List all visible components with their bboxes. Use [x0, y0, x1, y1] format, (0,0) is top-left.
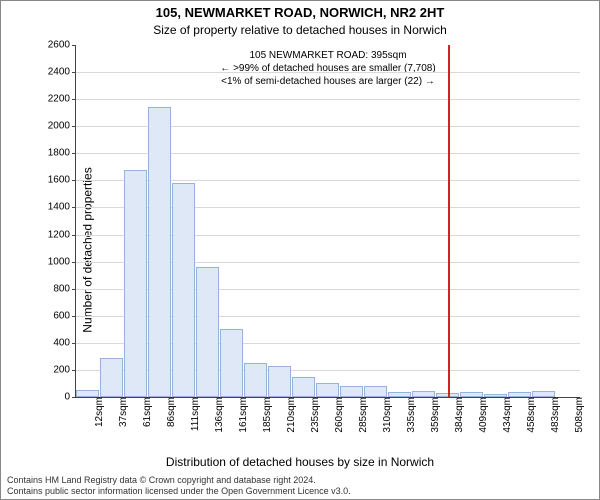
xtick-label: 235sqm: [306, 397, 321, 433]
histogram-bar: [172, 183, 195, 397]
chart-container: 105, NEWMARKET ROAD, NORWICH, NR2 2HT Si…: [0, 0, 600, 500]
ytick-label: 2000: [48, 121, 76, 132]
plot-area: 105 NEWMARKET ROAD: 395sqm ← >99% of det…: [75, 45, 580, 398]
ytick-label: 2200: [48, 94, 76, 105]
xtick-label: 260sqm: [330, 397, 345, 433]
xtick-label: 185sqm: [258, 397, 273, 433]
xtick-label: 434sqm: [498, 397, 513, 433]
footer-line-1: Contains HM Land Registry data © Crown c…: [7, 475, 593, 486]
xtick-label: 409sqm: [474, 397, 489, 433]
histogram-bar: [76, 390, 99, 397]
xtick-label: 12sqm: [90, 397, 105, 427]
ytick-label: 800: [53, 283, 76, 294]
histogram-bar: [268, 366, 291, 397]
ytick-label: 1400: [48, 202, 76, 213]
xtick-label: 86sqm: [162, 397, 177, 427]
footer-line-2: Contains public sector information licen…: [7, 486, 593, 497]
ytick-label: 600: [53, 310, 76, 321]
histogram-bar: [244, 363, 267, 397]
chart-subtitle: Size of property relative to detached ho…: [1, 23, 599, 37]
footer-text: Contains HM Land Registry data © Crown c…: [7, 475, 593, 498]
reference-line: [448, 45, 450, 397]
chart-title: 105, NEWMARKET ROAD, NORWICH, NR2 2HT: [1, 5, 599, 20]
histogram-bar: [196, 267, 219, 397]
histogram-bar: [124, 170, 147, 397]
annotation-line-1: 105 NEWMARKET ROAD: 395sqm: [220, 49, 435, 62]
annotation-box: 105 NEWMARKET ROAD: 395sqm ← >99% of det…: [220, 49, 435, 88]
histogram-bar: [364, 386, 387, 397]
histogram-bar: [220, 329, 243, 397]
xtick-label: 359sqm: [426, 397, 441, 433]
xtick-label: 310sqm: [378, 397, 393, 433]
xtick-label: 483sqm: [546, 397, 561, 433]
histogram-bar: [100, 358, 123, 397]
histogram-bar: [316, 383, 339, 397]
xtick-label: 210sqm: [282, 397, 297, 433]
annotation-line-3: <1% of semi-detached houses are larger (…: [220, 75, 435, 88]
x-axis-label: Distribution of detached houses by size …: [1, 455, 599, 469]
xtick-label: 384sqm: [450, 397, 465, 433]
ytick-label: 200: [53, 364, 76, 375]
ytick-label: 1600: [48, 175, 76, 186]
xtick-label: 335sqm: [402, 397, 417, 433]
ytick-label: 2400: [48, 67, 76, 78]
gridline: [76, 99, 580, 100]
ytick-label: 1800: [48, 148, 76, 159]
ytick-label: 400: [53, 337, 76, 348]
ytick-label: 1200: [48, 229, 76, 240]
xtick-label: 458sqm: [522, 397, 537, 433]
histogram-bar: [292, 377, 315, 397]
xtick-label: 136sqm: [210, 397, 225, 433]
ytick-label: 1000: [48, 256, 76, 267]
xtick-label: 161sqm: [234, 397, 249, 433]
xtick-label: 61sqm: [138, 397, 153, 427]
ytick-label: 2600: [48, 40, 76, 51]
gridline: [76, 72, 580, 73]
xtick-label: 37sqm: [114, 397, 129, 427]
xtick-label: 111sqm: [186, 397, 201, 431]
ytick-label: 0: [64, 392, 76, 403]
histogram-bar: [148, 107, 171, 397]
histogram-bar: [340, 386, 363, 397]
xtick-label: 508sqm: [570, 397, 585, 433]
xtick-label: 285sqm: [354, 397, 369, 433]
